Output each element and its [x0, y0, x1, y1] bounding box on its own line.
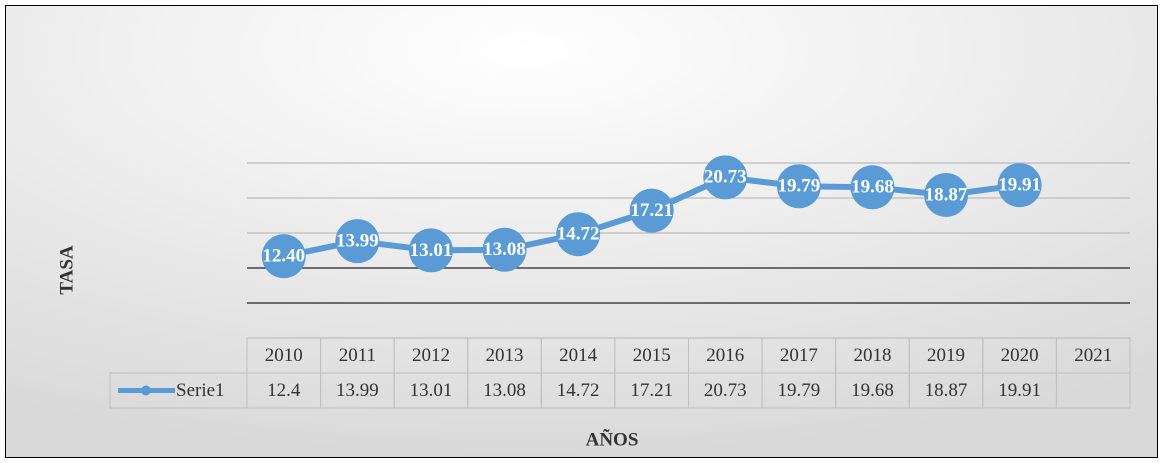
- data-label: 14.72: [557, 224, 600, 245]
- data-label: 13.08: [483, 239, 526, 260]
- table-value: 19.79: [778, 380, 821, 401]
- x-tick-label: 2013: [486, 345, 524, 366]
- x-tick-label: 2014: [559, 345, 598, 366]
- x-tick-label: 2010: [265, 345, 303, 366]
- data-label: 13.01: [410, 240, 453, 261]
- marker: [997, 163, 1042, 208]
- marker: [556, 212, 601, 257]
- x-axis-title: AÑOS: [586, 428, 639, 450]
- table-value: 12.4: [267, 380, 301, 401]
- marker: [924, 172, 969, 217]
- data-label: 18.87: [925, 184, 968, 205]
- data-label: 13.99: [336, 230, 379, 251]
- data-label: 20.73: [704, 167, 747, 188]
- table-value: 13.08: [483, 380, 526, 401]
- table-value: 13.99: [336, 380, 379, 401]
- x-tick-label: 2020: [1001, 345, 1039, 366]
- y-axis-title: TASA: [56, 245, 77, 295]
- x-tick-label: 2012: [412, 345, 450, 366]
- table-value: 14.72: [557, 380, 600, 401]
- x-tick-label: 2018: [853, 345, 891, 366]
- x-tick-label: 2017: [780, 345, 818, 366]
- x-tick-label: 2019: [927, 345, 965, 366]
- marker: [482, 227, 527, 272]
- marker: [703, 155, 748, 200]
- table-value: 17.21: [630, 380, 673, 401]
- data-label: 17.21: [630, 200, 673, 221]
- x-tick-label: 2021: [1074, 345, 1112, 366]
- table-value: 13.01: [410, 380, 453, 401]
- marker: [850, 165, 895, 210]
- data-label: 19.68: [851, 177, 894, 198]
- marker: [776, 164, 821, 209]
- table-cell: [1055, 372, 1131, 409]
- marker: [335, 219, 380, 264]
- marker: [261, 234, 306, 279]
- marker: [629, 188, 674, 233]
- marker: [408, 228, 453, 273]
- table-value: 20.73: [704, 380, 747, 401]
- x-tick-label: 2015: [633, 345, 671, 366]
- x-tick-label: 2011: [339, 345, 376, 366]
- data-label: 19.79: [778, 176, 821, 197]
- x-tick-label: 2016: [706, 345, 744, 366]
- table-value: 18.87: [925, 380, 968, 401]
- legend-marker: [141, 385, 151, 396]
- legend-label: Serie1: [176, 380, 225, 401]
- table-value: 19.68: [851, 380, 894, 401]
- data-label: 12.40: [262, 246, 305, 267]
- data-label: 19.91: [998, 174, 1041, 195]
- table-value: 19.91: [998, 380, 1041, 401]
